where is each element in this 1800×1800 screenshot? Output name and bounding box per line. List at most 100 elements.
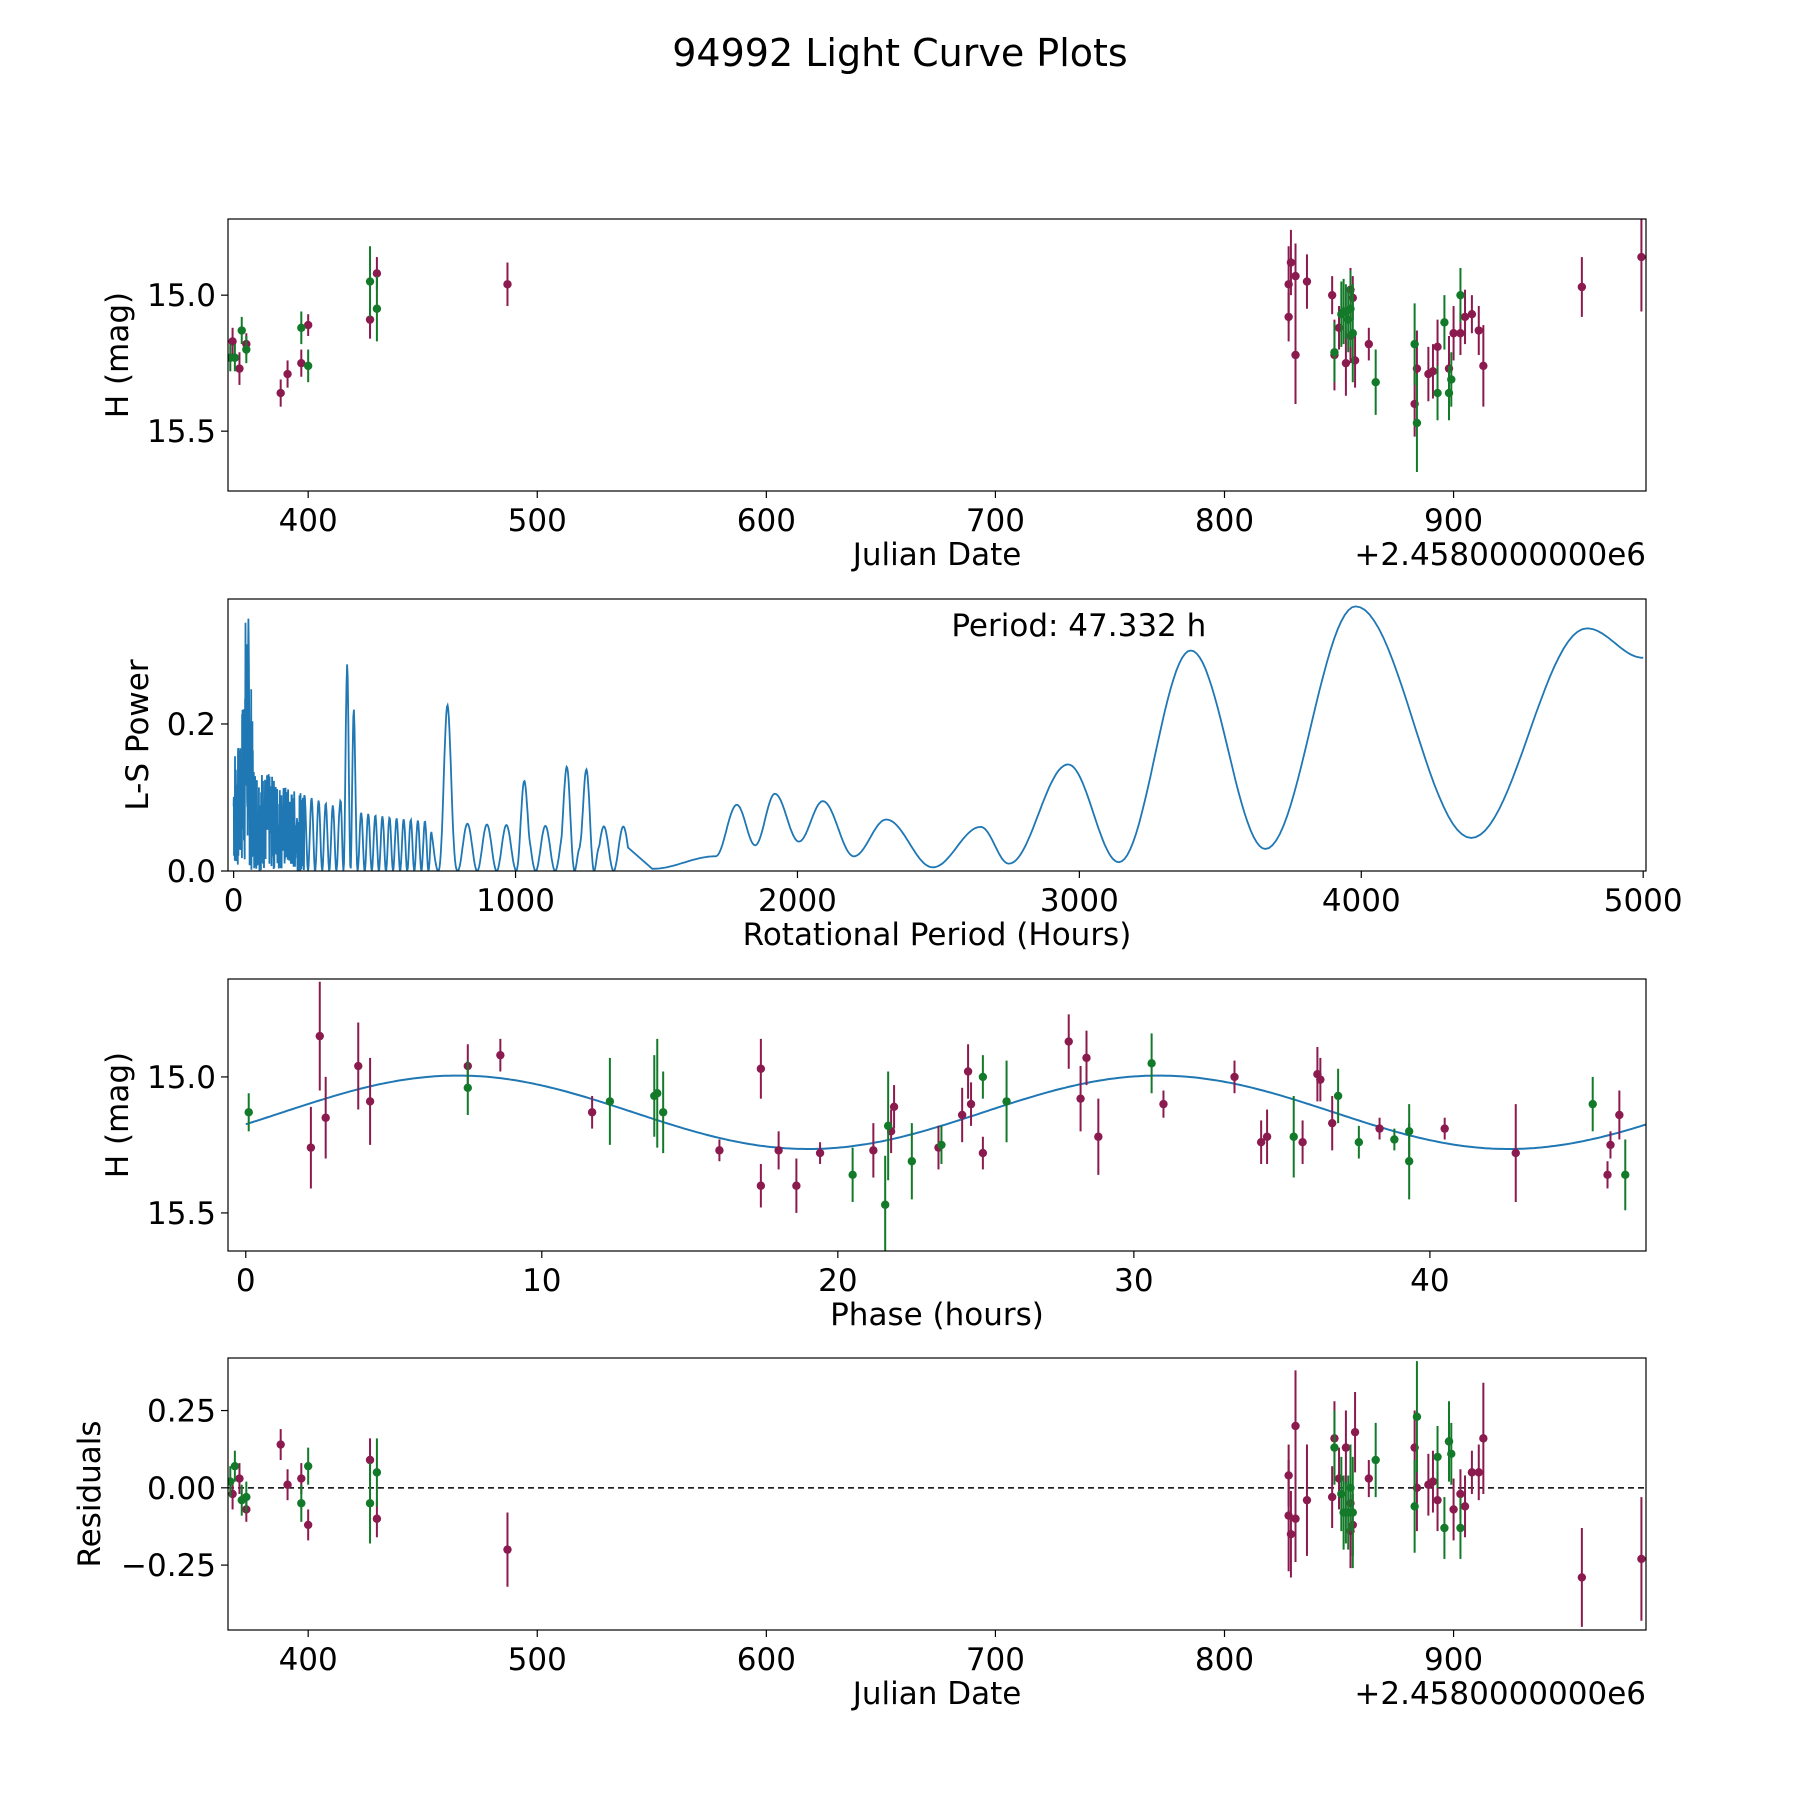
x-tick-label: 4000 <box>1322 883 1401 919</box>
x-tick-label: 10 <box>522 1263 561 1299</box>
subplot-lightcurve: 400 500 600 700 800 900 15.5 15.0 Julian Date H (… <box>100 218 1647 573</box>
data-point-green <box>1440 318 1449 327</box>
data-point-green <box>237 326 246 335</box>
data-point-red <box>1428 1477 1438 1486</box>
x-tick-label: 900 <box>1424 1642 1483 1678</box>
plot-area <box>244 981 1646 1251</box>
data-point-red <box>1230 1072 1239 1082</box>
data-point-red <box>1328 1118 1337 1128</box>
data-point-green <box>244 1108 253 1117</box>
data-point-red <box>496 1050 505 1060</box>
data-point-red <box>1286 258 1296 267</box>
y-axis-label: H (mag) <box>100 292 136 418</box>
data-point-green <box>937 1140 946 1150</box>
data-point-red <box>297 1474 306 1483</box>
data-point-green <box>1433 1452 1442 1462</box>
data-point-red <box>372 269 382 278</box>
data-point-red <box>1286 1529 1296 1539</box>
data-point-red <box>1256 1138 1266 1147</box>
data-point-green <box>372 304 382 313</box>
data-point-green <box>653 1089 662 1098</box>
data-point-red <box>1479 361 1488 371</box>
x-tick-label: 30 <box>1114 1263 1153 1299</box>
x-offset-text: +2.4580000000e6 <box>1354 1676 1646 1712</box>
x-axis-label: Phase (hours) <box>830 1297 1044 1333</box>
data-point-green <box>297 1499 306 1508</box>
subplot-phased: 0 10 20 30 40 15.5 15.0 Phase (hours) H (mag) <box>100 978 1647 1333</box>
data-point-green <box>1588 1099 1597 1109</box>
plot-area <box>228 1361 1646 1627</box>
data-point-red <box>978 1148 988 1158</box>
data-point-red <box>1082 1053 1091 1063</box>
data-point-red <box>1159 1099 1168 1109</box>
x-tick-label: 500 <box>508 1642 567 1678</box>
data-point-green <box>1412 418 1422 428</box>
axes-frame <box>227 978 1647 1252</box>
data-point-red <box>1316 1075 1325 1084</box>
data-point-green <box>242 345 251 354</box>
data-point-green <box>1002 1097 1011 1106</box>
data-point-red <box>235 1474 244 1483</box>
data-point-green <box>230 1461 240 1471</box>
data-point-red <box>1298 1138 1307 1147</box>
data-point-red <box>306 1143 316 1152</box>
data-point-red <box>715 1146 724 1155</box>
data-point-red <box>1460 1502 1470 1511</box>
data-point-green <box>1433 388 1442 398</box>
x-tick-label: 700 <box>966 503 1025 539</box>
y-axis-label: Residuals <box>72 1420 108 1567</box>
data-point-red <box>1302 277 1312 286</box>
data-point-red <box>869 1146 878 1155</box>
x-tick-label: 0 <box>236 1263 256 1299</box>
y-axis-label: L-S Power <box>120 659 156 810</box>
y-tick-label: 15.5 <box>147 1196 216 1232</box>
data-point-green <box>605 1097 615 1106</box>
x-offset-text: +2.4580000000e6 <box>1354 537 1646 573</box>
data-point-red <box>1460 312 1470 322</box>
data-point-red <box>1474 1468 1483 1477</box>
data-point-red <box>587 1108 597 1117</box>
x-tick-label: 600 <box>737 1642 796 1678</box>
data-point-red <box>1637 252 1646 262</box>
data-point-red <box>756 1181 766 1190</box>
data-point-red <box>756 1064 766 1073</box>
data-point-green <box>365 277 375 286</box>
x-tick-label: 900 <box>1424 503 1483 539</box>
data-point-red <box>1449 1505 1458 1514</box>
data-point-green <box>1348 329 1357 338</box>
data-point-green <box>372 1468 382 1477</box>
data-point-red <box>1291 271 1300 281</box>
data-point-red <box>1291 350 1300 360</box>
data-point-red <box>297 358 306 368</box>
data-point-green <box>1621 1170 1630 1180</box>
best-period-annotation: Period: 47.332 h <box>951 608 1206 644</box>
x-tick-label: 2000 <box>758 883 837 919</box>
x-tick-label: 500 <box>508 503 567 539</box>
x-tick-label: 40 <box>1410 1263 1449 1299</box>
data-point-green <box>1456 290 1465 300</box>
x-tick-label: 600 <box>737 503 796 539</box>
data-point-green <box>658 1108 668 1117</box>
data-point-green <box>1348 1508 1357 1517</box>
data-point-red <box>276 1440 285 1449</box>
data-point-red <box>1511 1148 1520 1158</box>
axes-frame <box>227 598 1647 872</box>
data-point-red <box>1603 1170 1612 1180</box>
data-point-green <box>365 1499 375 1508</box>
x-axis-label: Rotational Period (Hours) <box>743 917 1132 953</box>
data-point-green <box>303 361 313 371</box>
data-point-green <box>1456 1523 1465 1533</box>
data-point-green <box>848 1170 857 1180</box>
data-point-green <box>230 353 240 362</box>
data-point-red <box>1433 342 1442 352</box>
data-point-red <box>1364 339 1374 349</box>
data-point-green <box>297 323 306 332</box>
data-point-red <box>963 1067 973 1076</box>
data-point-green <box>1147 1059 1156 1068</box>
data-point-red <box>889 1102 899 1112</box>
data-point-red <box>1364 1474 1374 1483</box>
data-point-red <box>1577 1573 1587 1582</box>
data-point-red <box>283 1480 292 1489</box>
x-tick-label: 400 <box>279 503 338 539</box>
